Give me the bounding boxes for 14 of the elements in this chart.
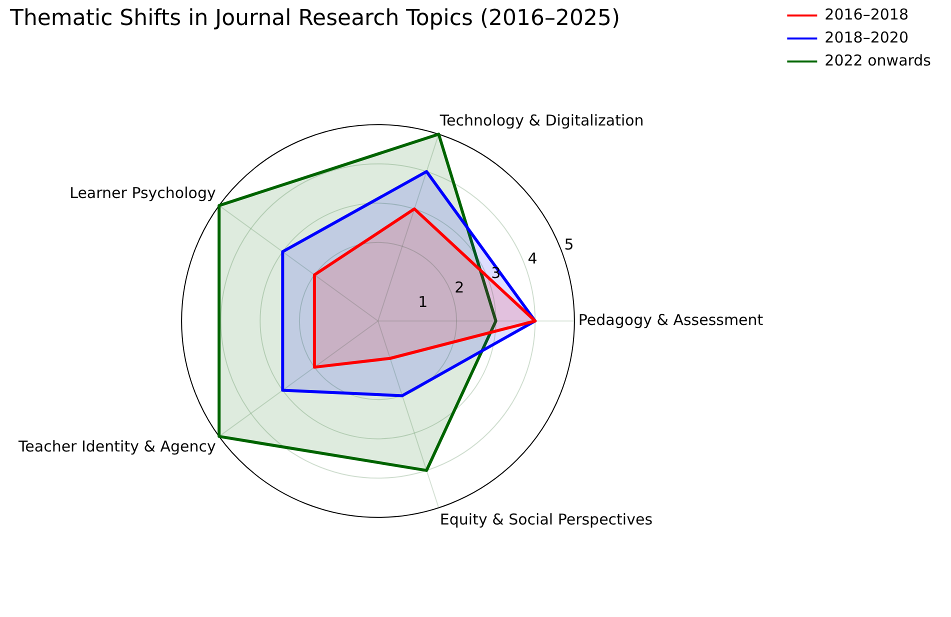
y-tick-label: 3 <box>491 264 501 282</box>
y-tick-label: 5 <box>564 235 574 254</box>
y-tick-label: 4 <box>528 250 538 268</box>
legend-label: 2016–2018 <box>824 5 909 24</box>
y-tick-label: 1 <box>418 293 428 312</box>
spoke-label: Teacher Identity & Agency <box>18 438 216 456</box>
legend-label: 2022 onwards <box>824 51 932 70</box>
spoke-label: Equity & Social Perspectives <box>440 510 653 528</box>
y-tick-label: 2 <box>454 278 464 297</box>
spoke-label: Pedagogy & Assessment <box>578 310 764 329</box>
legend-label: 2018–2020 <box>824 28 909 46</box>
spoke-label: Technology & Digitalization <box>438 111 644 130</box>
spoke-label: Learner Psychology <box>70 184 216 202</box>
chart-title: Thematic Shifts in Journal Research Topics (2016–2025) <box>9 6 620 31</box>
